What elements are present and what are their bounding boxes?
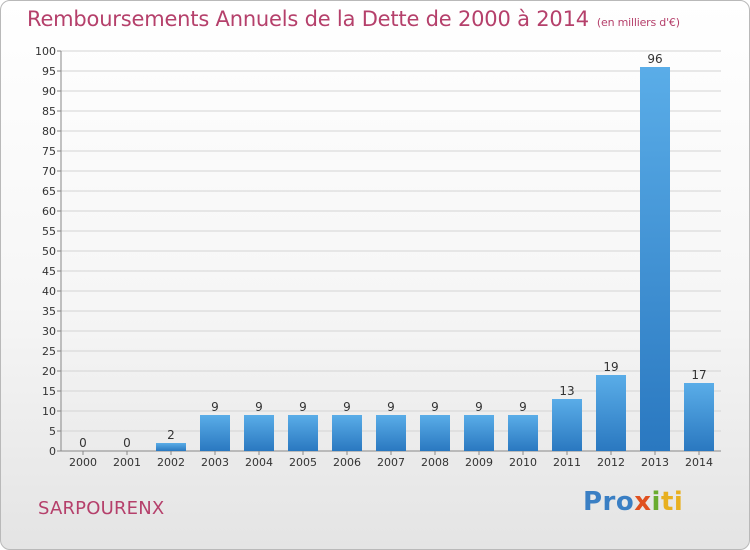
y-tick-label: 25 xyxy=(42,345,56,358)
chart-title: Remboursements Annuels de la Dette de 20… xyxy=(27,7,680,31)
x-tick-label: 2004 xyxy=(245,456,273,469)
logo-part-4: ti xyxy=(660,487,684,517)
bar xyxy=(156,443,186,451)
data-label: 9 xyxy=(211,400,219,414)
data-label: 13 xyxy=(559,384,574,398)
y-tick-label: 55 xyxy=(42,225,56,238)
y-tick-label: 100 xyxy=(35,45,56,58)
data-label: 9 xyxy=(475,400,483,414)
y-tick-label: 75 xyxy=(42,145,56,158)
y-tick-label: 15 xyxy=(42,385,56,398)
x-tick-label: 2001 xyxy=(113,456,141,469)
x-tick-label: 2010 xyxy=(509,456,537,469)
y-tick-label: 50 xyxy=(42,245,56,258)
data-label: 17 xyxy=(691,368,706,382)
y-tick-label: 45 xyxy=(42,265,56,278)
data-label: 19 xyxy=(603,360,618,374)
chart-title-text: Remboursements Annuels de la Dette de 20… xyxy=(27,7,589,31)
x-tick-label: 2000 xyxy=(69,456,97,469)
grid-lines xyxy=(61,50,721,432)
x-tick-label: 2011 xyxy=(553,456,581,469)
bar xyxy=(420,415,450,451)
bars xyxy=(156,67,714,451)
y-tick-label: 0 xyxy=(49,445,56,458)
data-label: 2 xyxy=(167,428,175,442)
y-tick-label: 30 xyxy=(42,325,56,338)
town-name: SARPOURENX xyxy=(38,498,165,519)
bar xyxy=(552,399,582,451)
data-label: 9 xyxy=(431,400,439,414)
y-tick-label: 85 xyxy=(42,105,56,118)
x-tick-label: 2007 xyxy=(377,456,405,469)
y-tick-label: 90 xyxy=(42,85,56,98)
x-tick-label: 2003 xyxy=(201,456,229,469)
bar xyxy=(332,415,362,451)
x-tick-label: 2002 xyxy=(157,456,185,469)
data-label: 0 xyxy=(123,436,131,450)
bar xyxy=(596,375,626,451)
labels: 0 0 2 9 9 9 9 9 9 9 9 13 19 96 17 xyxy=(79,52,706,450)
y-tick-label: 10 xyxy=(42,405,56,418)
y-tick-label: 95 xyxy=(42,65,56,78)
bar xyxy=(508,415,538,451)
x-tick-label: 2012 xyxy=(597,456,625,469)
data-label: 96 xyxy=(647,52,662,66)
x-tick-label: 2014 xyxy=(685,456,713,469)
bar xyxy=(464,415,494,451)
proxiti-logo: Proxiti xyxy=(583,487,683,517)
bar xyxy=(200,415,230,451)
x-tick-label: 2005 xyxy=(289,456,317,469)
y-tick-label: 20 xyxy=(42,365,56,378)
y-tick-label: 65 xyxy=(42,185,56,198)
y-tick-label: 70 xyxy=(42,165,56,178)
bar xyxy=(376,415,406,451)
logo-part-2: x xyxy=(634,487,652,517)
logo-part-1: Pro xyxy=(583,487,635,517)
y-tick-label: 5 xyxy=(49,425,56,438)
x-tick-label: 2013 xyxy=(641,456,669,469)
y-tick-label: 40 xyxy=(42,285,56,298)
y-tick-label: 80 xyxy=(42,125,56,138)
data-label: 9 xyxy=(255,400,263,414)
data-label: 9 xyxy=(387,400,395,414)
y-tick-label: 60 xyxy=(42,205,56,218)
data-label: 9 xyxy=(299,400,307,414)
data-label: 0 xyxy=(79,436,87,450)
y-tick-label: 35 xyxy=(42,305,56,318)
x-tick-label: 2008 xyxy=(421,456,449,469)
data-label: 9 xyxy=(519,400,527,414)
bar xyxy=(244,415,274,451)
logo-part-3: i xyxy=(651,487,661,517)
x-tick-label: 2009 xyxy=(465,456,493,469)
x-tick-label: 2006 xyxy=(333,456,361,469)
bar xyxy=(288,415,318,451)
bar xyxy=(640,67,670,451)
bar xyxy=(684,383,714,451)
chart-subtitle: (en milliers d'€) xyxy=(596,16,680,29)
data-label: 9 xyxy=(343,400,351,414)
